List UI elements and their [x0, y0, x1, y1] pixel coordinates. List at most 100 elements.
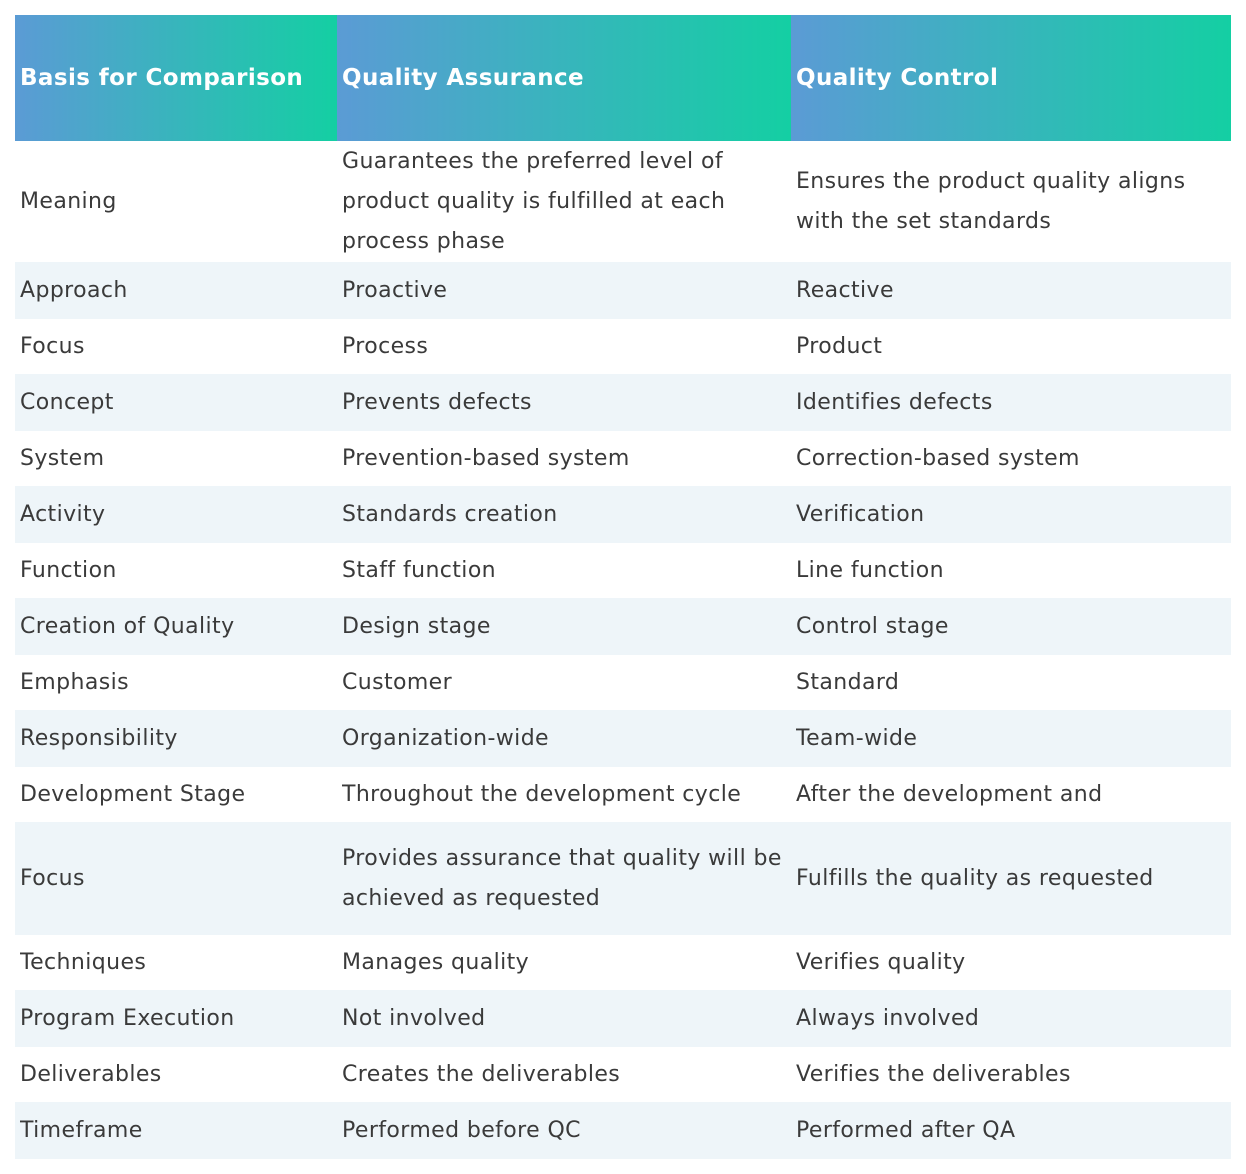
- table-cell: Function: [15, 543, 337, 598]
- cell-text: Verification: [796, 501, 925, 527]
- cell-text: Techniques: [20, 949, 147, 975]
- cell-text: Team-wide: [796, 725, 918, 751]
- cell-text: Line function: [796, 557, 944, 583]
- table-cell: Meaning: [15, 141, 337, 262]
- cell-text: Reactive: [796, 277, 894, 303]
- table-cell: Deliverables: [15, 1047, 337, 1102]
- cell-text: Activity: [20, 501, 106, 527]
- table-cell: After the development and: [791, 767, 1231, 822]
- table-row: Meaning Guarantees the preferred level of…: [15, 141, 1231, 262]
- cell-text: Performed after QA: [796, 1117, 1016, 1143]
- cell-text: Meaning: [20, 188, 117, 214]
- table-row: Development Stage Throughout the developm…: [15, 767, 1231, 822]
- table-cell: Ensures the product quality aligns with …: [791, 141, 1231, 262]
- table-cell: Design stage: [337, 598, 791, 655]
- table-cell: Focus: [15, 822, 337, 935]
- cell-text: Program Execution: [20, 1005, 235, 1031]
- table-cell: Always involved: [791, 990, 1231, 1047]
- cell-text: Correction-based system: [796, 445, 1080, 471]
- cell-text: Not involved: [342, 1005, 486, 1031]
- table-cell: Reactive: [791, 262, 1231, 319]
- table-cell: Creation of Quality: [15, 598, 337, 655]
- cell-text: Staff function: [342, 557, 497, 583]
- table-cell: Identifies defects: [791, 374, 1231, 431]
- cell-text: System: [20, 445, 105, 471]
- table-cell: Fulfills the quality as requested: [791, 822, 1231, 935]
- table-cell: Staff function: [337, 543, 791, 598]
- cell-text: Proactive: [342, 277, 448, 303]
- cell-text: Manages quality: [342, 949, 530, 975]
- cell-text: Function: [20, 557, 117, 583]
- table-row: Techniques Manages quality Verifies qualit…: [15, 935, 1231, 990]
- table-cell: Verifies quality: [791, 935, 1231, 990]
- table-row: Responsibility Organization-wide Team-wide: [15, 710, 1231, 767]
- table-cell: Timeframe: [15, 1102, 337, 1159]
- table-cell: Correction-based system: [791, 431, 1231, 486]
- table-cell: Process: [337, 319, 791, 374]
- table-row: Activity Standards creation Verification: [15, 486, 1231, 543]
- table-row: Concept Prevents defects Identifies defect…: [15, 374, 1231, 431]
- table-cell: Verifies the deliverables: [791, 1047, 1231, 1102]
- table-row: Focus Process Product: [15, 319, 1231, 374]
- table-row: Emphasis Customer Standard: [15, 655, 1231, 710]
- cell-text: Product: [796, 333, 883, 359]
- cell-text: Throughout the development cycle: [342, 781, 742, 807]
- cell-text: After the development and: [796, 781, 1103, 807]
- table-cell: Manages quality: [337, 935, 791, 990]
- cell-text: Focus: [20, 333, 85, 359]
- table-cell: Proactive: [337, 262, 791, 319]
- cell-text: Concept: [20, 389, 114, 415]
- cell-text: Always involved: [796, 1005, 980, 1031]
- table-cell: Responsibility: [15, 710, 337, 767]
- table-cell: Product: [791, 319, 1231, 374]
- cell-text: Organization-wide: [342, 725, 549, 751]
- header-cell: Basis for Comparison: [15, 15, 337, 141]
- cell-text: Provides assurance that quality will be …: [342, 845, 782, 911]
- table-row: Function Staff function Line function: [15, 543, 1231, 598]
- table-cell: Verification: [791, 486, 1231, 543]
- comparison-table: Basis for Comparison Quality Assurance Qua…: [15, 15, 1231, 1159]
- table-row: System Prevention-based system Correction-…: [15, 431, 1231, 486]
- table-cell: Program Execution: [15, 990, 337, 1047]
- table-cell: Creates the deliverables: [337, 1047, 791, 1102]
- table-cell: Throughout the development cycle: [337, 767, 791, 822]
- cell-text: Fulfills the quality as requested: [796, 865, 1154, 891]
- table-row: Deliverables Creates the deliverables Veri…: [15, 1047, 1231, 1102]
- table-cell: Techniques: [15, 935, 337, 990]
- cell-text: Responsibility: [20, 725, 178, 751]
- cell-text: Process: [342, 333, 429, 359]
- cell-text: Standard: [796, 669, 900, 695]
- table-row: Focus Provides assurance that quality wil…: [15, 822, 1231, 935]
- cell-text: Design stage: [342, 613, 491, 639]
- table-row: Approach Proactive Reactive: [15, 262, 1231, 319]
- table-cell: Approach: [15, 262, 337, 319]
- cell-text: Ensures the product quality aligns with …: [796, 168, 1186, 234]
- table-cell: Activity: [15, 486, 337, 543]
- cell-text: Identifies defects: [796, 389, 993, 415]
- header-cell: Quality Assurance: [337, 15, 791, 141]
- table-cell: Standards creation: [337, 486, 791, 543]
- table-cell: Organization-wide: [337, 710, 791, 767]
- cell-text: Verifies the deliverables: [796, 1061, 1071, 1087]
- cell-text: Approach: [20, 277, 128, 303]
- table-cell: Provides assurance that quality will be …: [337, 822, 791, 935]
- table-cell: Performed after QA: [791, 1102, 1231, 1159]
- cell-text: Verifies quality: [796, 949, 966, 975]
- table-cell: Guarantees the preferred level of produc…: [337, 141, 791, 262]
- cell-text: Prevents defects: [342, 389, 532, 415]
- cell-text: Prevention-based system: [342, 445, 630, 471]
- table-row: Program Execution Not involved Always invo…: [15, 990, 1231, 1047]
- header-cell: Quality Control: [791, 15, 1231, 141]
- cell-text: Control stage: [796, 613, 949, 639]
- cell-text: Guarantees the preferred level of produc…: [342, 148, 726, 254]
- cell-text: Creates the deliverables: [342, 1061, 621, 1087]
- table-cell: Customer: [337, 655, 791, 710]
- table-row: Timeframe Performed before QC Performed af…: [15, 1102, 1231, 1159]
- cell-text: Timeframe: [20, 1117, 143, 1143]
- cell-text: Creation of Quality: [20, 613, 235, 639]
- table-row: Creation of Quality Design stage Control s…: [15, 598, 1231, 655]
- cell-text: Focus: [20, 865, 85, 891]
- cell-text: Development Stage: [20, 781, 246, 807]
- table-cell: Standard: [791, 655, 1231, 710]
